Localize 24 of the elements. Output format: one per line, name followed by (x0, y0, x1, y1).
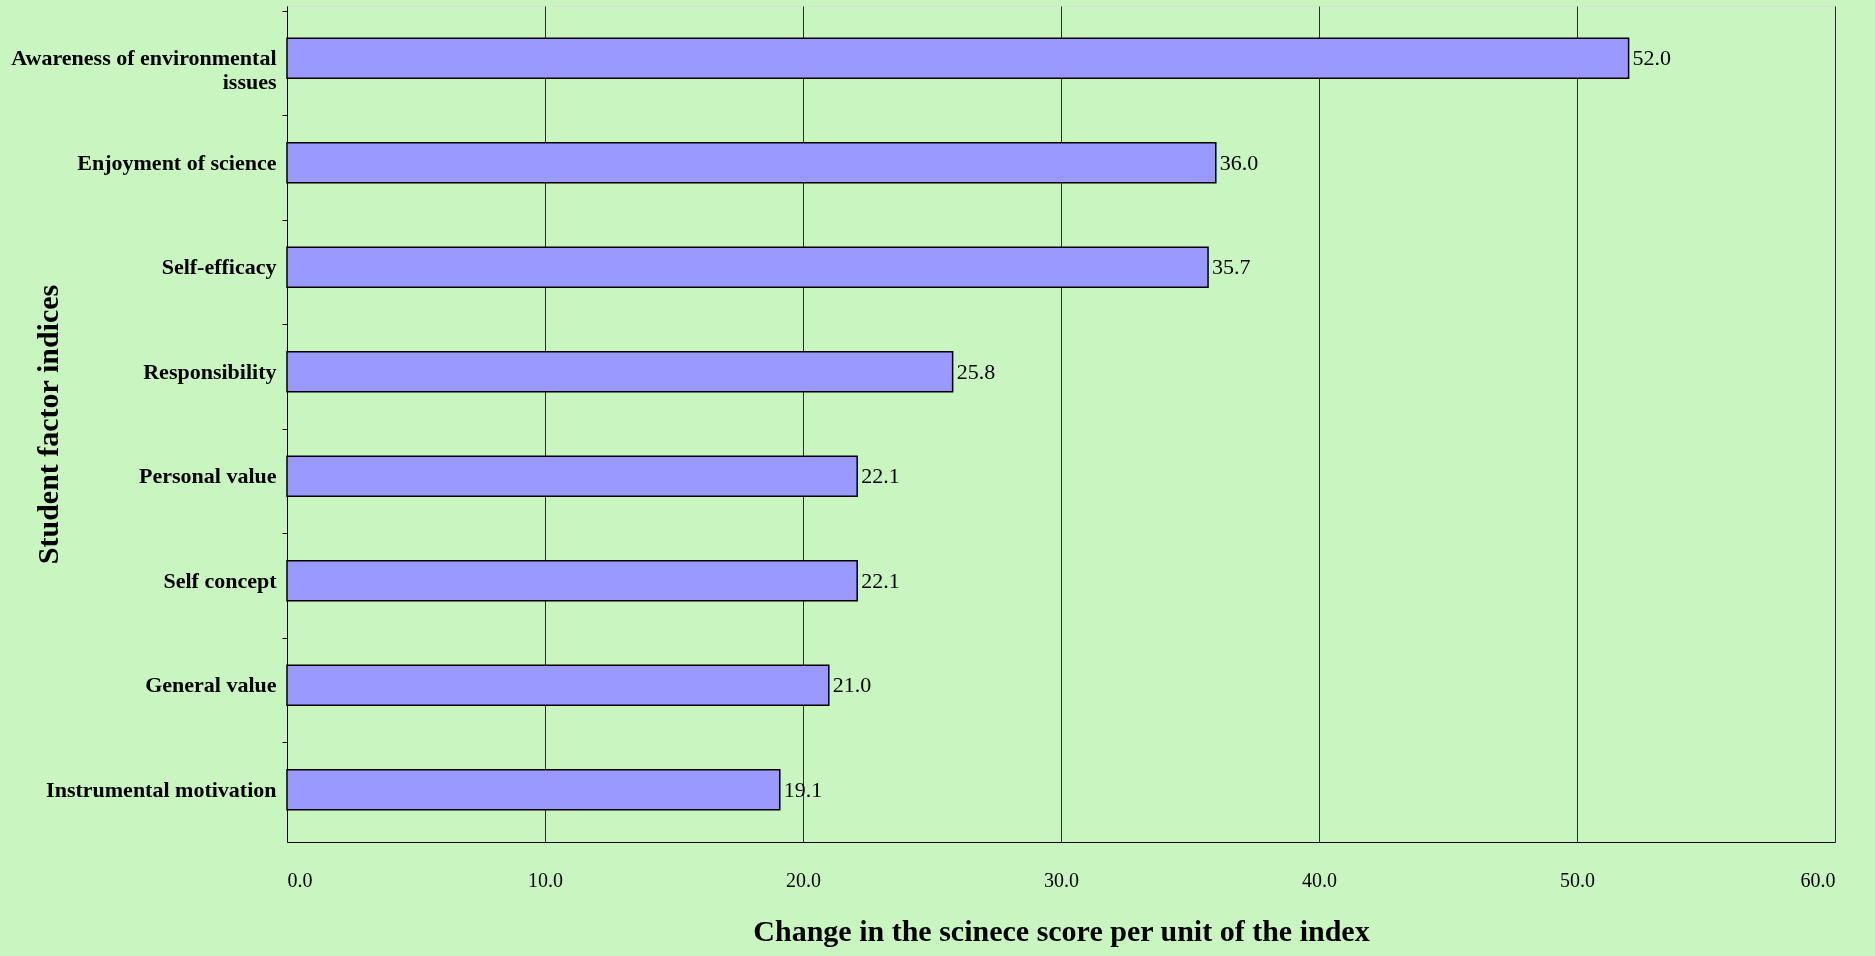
y-tick-label: Responsibility (143, 358, 277, 384)
y-tick-label: General value (145, 672, 277, 698)
data-label: 22.1 (861, 567, 900, 593)
data-label: 22.1 (861, 463, 900, 489)
data-label: 21.0 (832, 672, 872, 698)
y-axis-title: Student factor indices (30, 284, 64, 565)
x-tick-label: 50.0 (1560, 868, 1595, 891)
x-tick-label: 40.0 (1302, 868, 1337, 891)
x-axis-title: Change in the scinece score per unit of the index (753, 913, 1370, 947)
x-tick-label: 0.0 (287, 868, 313, 891)
y-tick-label: Self-efficacy (161, 254, 277, 280)
y-tick-label: Enjoyment of science (77, 149, 277, 175)
data-label: 52.0 (1632, 45, 1672, 71)
data-label: 36.0 (1219, 149, 1259, 175)
y-tick-label: Personal value (139, 463, 277, 489)
data-label: 25.8 (956, 358, 996, 384)
x-tick-label: 20.0 (786, 868, 821, 891)
x-tick-label: 30.0 (1044, 868, 1079, 891)
x-tick-label: 60.0 (1800, 868, 1836, 891)
data-label: 35.7 (1212, 254, 1251, 280)
y-tick-label: Self concept (163, 567, 278, 593)
y-tick-label: Instrumental motivation (46, 776, 277, 802)
x-tick-label: 10.0 (528, 868, 563, 891)
y-tick-label: Awareness of environmental issues (11, 45, 277, 95)
